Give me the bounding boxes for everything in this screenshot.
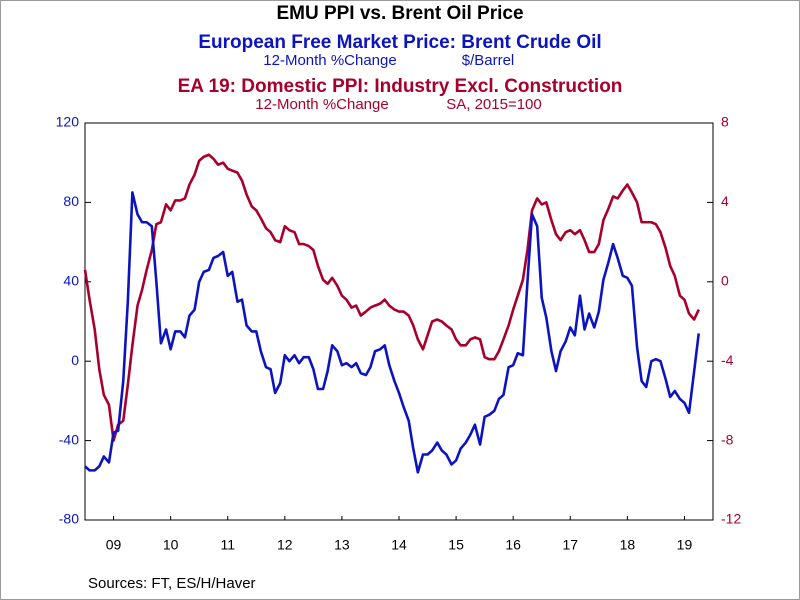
series-units: $/Barrel <box>462 52 515 69</box>
y2-tick-label: 4 <box>721 193 729 209</box>
source: Sources: FT, ES/H/Haver <box>88 575 256 592</box>
series-units: SA, 2015=100 <box>446 96 542 113</box>
y2-tick-label: 8 <box>721 114 729 130</box>
y2-tick-label: -12 <box>721 511 741 527</box>
series-line <box>84 191 701 474</box>
x-tick-label: 14 <box>391 537 407 553</box>
x-tick-label: 09 <box>106 537 122 553</box>
y-tick-label: -40 <box>59 431 79 447</box>
series-line <box>83 153 700 442</box>
series-units: 12-Month %Change <box>263 52 396 69</box>
chart-title: EMU PPI vs. Brent Oil Price <box>276 3 523 24</box>
series-units: 12-Month %Change <box>255 96 388 113</box>
y2-tick-label: 0 <box>721 273 729 289</box>
x-tick-label: 10 <box>163 537 179 553</box>
y-tick-label: 0 <box>71 352 79 368</box>
x-tick-label: 12 <box>277 537 293 553</box>
y2-tick-label: -4 <box>721 352 734 368</box>
y2-tick-label: -8 <box>721 431 734 447</box>
x-tick-label: 18 <box>620 537 636 553</box>
x-tick-label: 19 <box>677 537 693 553</box>
x-tick-label: 13 <box>334 537 350 553</box>
y-tick-label: 80 <box>63 193 79 209</box>
x-tick-label: 16 <box>505 537 521 553</box>
y-tick-label: 120 <box>56 114 80 130</box>
y-tick-label: -80 <box>59 511 79 527</box>
series-name: EA 19: Domestic PPI: Industry Excl. Cons… <box>178 76 623 97</box>
series-name: European Free Market Price: Brent Crude … <box>198 32 601 53</box>
y-tick-label: 40 <box>63 273 79 289</box>
x-tick-label: 17 <box>562 537 578 553</box>
x-tick-label: 11 <box>220 537 235 553</box>
plot-frame <box>84 122 714 521</box>
x-tick-label: 15 <box>448 537 464 553</box>
